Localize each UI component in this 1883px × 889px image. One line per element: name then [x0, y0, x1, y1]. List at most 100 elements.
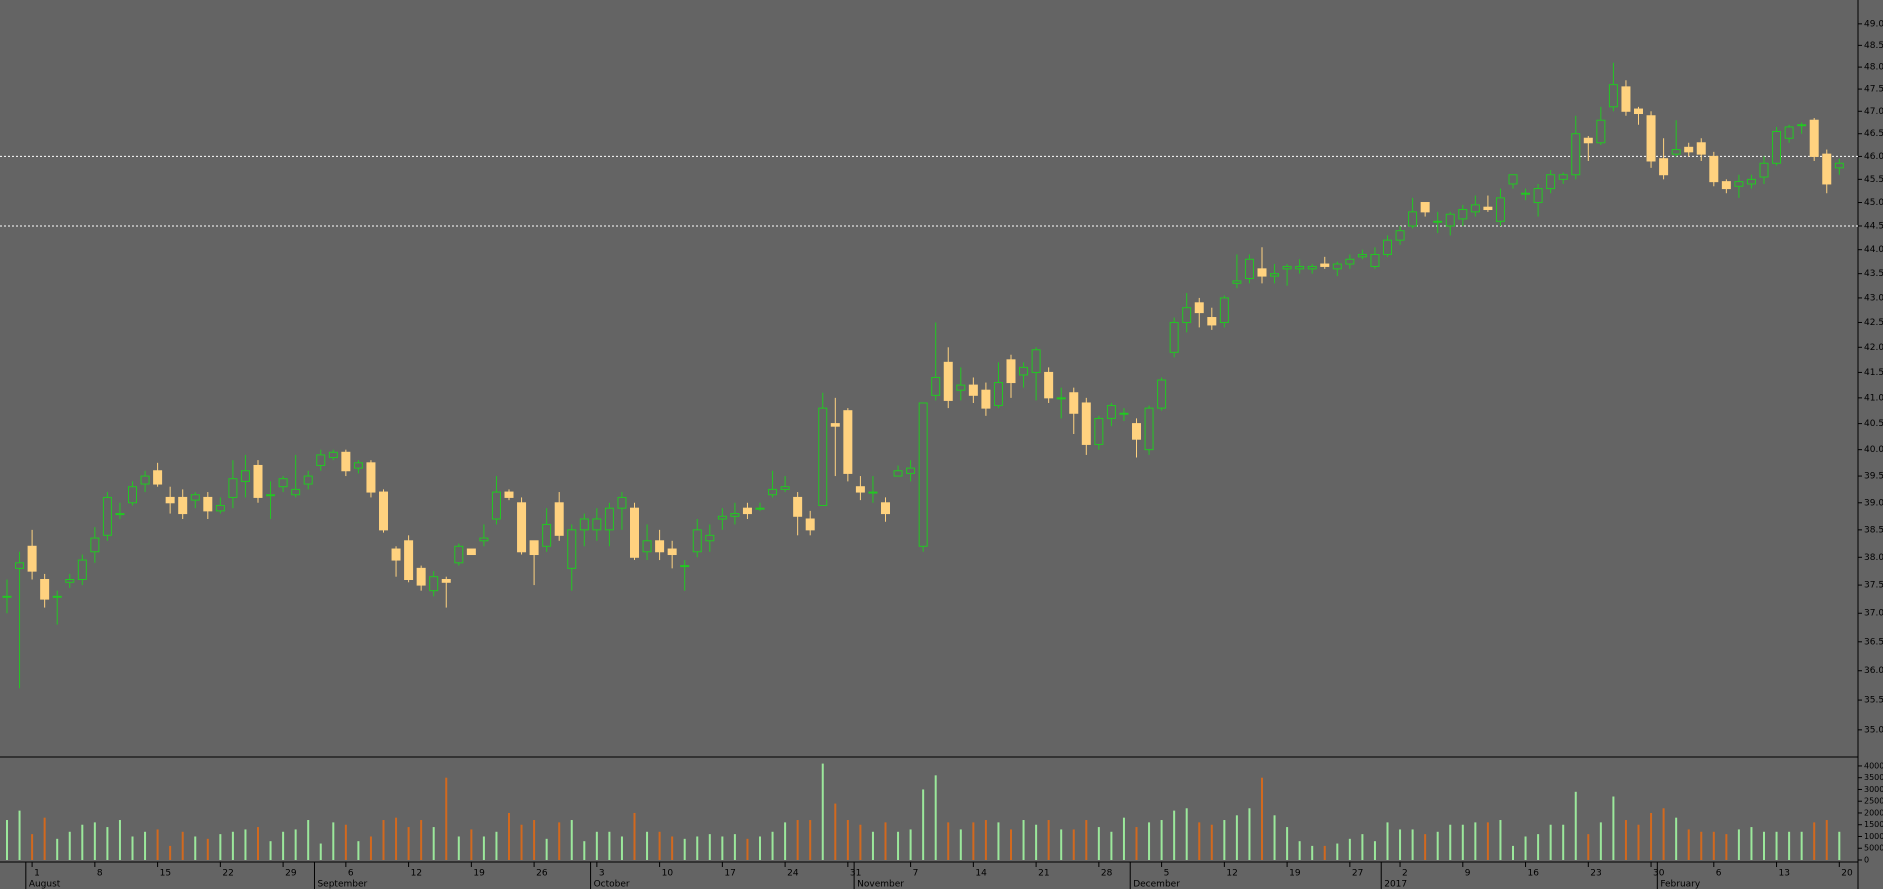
candle-body — [165, 496, 175, 504]
volume-bar — [181, 831, 184, 860]
candle-body — [1244, 258, 1254, 279]
y-tick-label: 48.0 — [1864, 63, 1883, 73]
volume-bar — [796, 820, 799, 860]
candle-body — [768, 488, 778, 496]
candle-body — [77, 559, 87, 580]
candle-body — [717, 515, 727, 520]
volume-bar — [1750, 827, 1753, 860]
volume-bar — [1424, 834, 1427, 860]
x-tick-label: 15 — [160, 869, 171, 879]
y-tick-label: 48.5 — [1864, 41, 1883, 51]
volume-bar — [871, 831, 874, 860]
candle-body — [1608, 84, 1618, 108]
volume-bar — [294, 829, 297, 860]
candle-body — [153, 470, 163, 485]
volume-bar — [369, 836, 372, 860]
candle-body — [278, 478, 288, 488]
candle-body — [102, 496, 112, 536]
volume-bar — [959, 829, 962, 860]
volume-bar — [1361, 834, 1364, 860]
x-tick-label: 16 — [1528, 869, 1540, 879]
volume-bar — [1624, 820, 1627, 860]
candle-body — [655, 540, 665, 553]
volume-bar — [6, 820, 8, 860]
x-tick-label: 14 — [975, 869, 987, 879]
volume-bar — [407, 827, 410, 860]
candle-body — [240, 470, 250, 482]
y-tick-label: 43.5 — [1864, 269, 1883, 279]
volume-bar — [696, 836, 699, 860]
candle-body — [617, 496, 627, 509]
candle-body — [1408, 211, 1418, 227]
volume-bar — [1298, 841, 1301, 860]
y2-tick-label: 35000 — [1864, 773, 1883, 782]
volume-bar — [1675, 817, 1678, 860]
candle-body — [479, 537, 489, 542]
volume-bar — [1210, 824, 1213, 860]
volume-bar — [81, 824, 84, 860]
volume-bar — [608, 831, 611, 860]
y-tick-label: 46.5 — [1864, 129, 1883, 139]
volume-bar — [683, 838, 686, 860]
volume-bar — [846, 820, 849, 860]
volume-bar — [759, 836, 761, 860]
candle-body — [1721, 181, 1731, 190]
candle-body — [805, 518, 815, 531]
volume-bar — [1323, 845, 1326, 860]
y-tick-label: 36.0 — [1864, 666, 1883, 676]
y-tick-label: 47.0 — [1864, 107, 1883, 117]
x-tick-label: 9 — [1465, 869, 1471, 879]
candle-body — [228, 478, 238, 498]
candle-body — [115, 513, 125, 516]
volume-bar — [909, 829, 912, 860]
volume-bar — [1223, 820, 1226, 860]
volume-bar — [1248, 808, 1251, 860]
volume-bar — [257, 827, 259, 860]
candle-body — [993, 382, 1003, 407]
volume-bar — [1712, 831, 1715, 860]
candle-body — [1634, 108, 1643, 115]
volume-bar — [1537, 834, 1540, 860]
candle-body — [1219, 297, 1229, 323]
month-label: October — [594, 880, 630, 889]
volume-bar — [432, 827, 435, 860]
volume-bar — [194, 836, 197, 860]
candle-body — [341, 451, 351, 472]
candle-body — [353, 462, 363, 469]
volume-bar — [357, 841, 360, 860]
candle-body — [680, 565, 690, 568]
candle-body — [931, 376, 941, 396]
candle-body — [1646, 115, 1656, 162]
volume-bar — [1662, 808, 1665, 860]
volume-bar — [646, 831, 649, 860]
volume-bar — [1549, 824, 1552, 860]
volume-bar — [118, 820, 121, 860]
volume-bar — [470, 829, 473, 860]
volume-bar — [457, 836, 460, 860]
volume-bar — [1474, 822, 1477, 860]
y2-tick-label: 5000 — [1864, 844, 1883, 853]
volume-bar — [332, 822, 335, 860]
volume-bar — [1687, 829, 1690, 860]
x-tick-label: 20 — [1841, 869, 1853, 879]
y-tick-label: 35.0 — [1864, 725, 1883, 735]
candle-body — [303, 475, 313, 485]
candle-body — [366, 462, 376, 493]
x-tick-label: 5 — [1164, 869, 1170, 879]
candle-body — [755, 507, 765, 510]
candle-body — [1822, 153, 1832, 185]
y-tick-label: 37.0 — [1864, 609, 1883, 619]
candle-body — [1282, 265, 1292, 270]
candle-body — [1169, 321, 1179, 353]
candle-body — [642, 540, 652, 553]
x-tick-label: 8 — [97, 869, 103, 879]
candle-body — [529, 540, 539, 556]
candle-body — [1696, 142, 1706, 155]
volume-bar — [620, 836, 623, 860]
y-tick-label: 39.0 — [1864, 498, 1883, 508]
x-tick-label: 30 — [1653, 869, 1665, 879]
y2-tick-label: 20000 — [1864, 808, 1883, 817]
volume-bar — [18, 810, 21, 860]
x-tick-label: 3 — [599, 869, 605, 879]
